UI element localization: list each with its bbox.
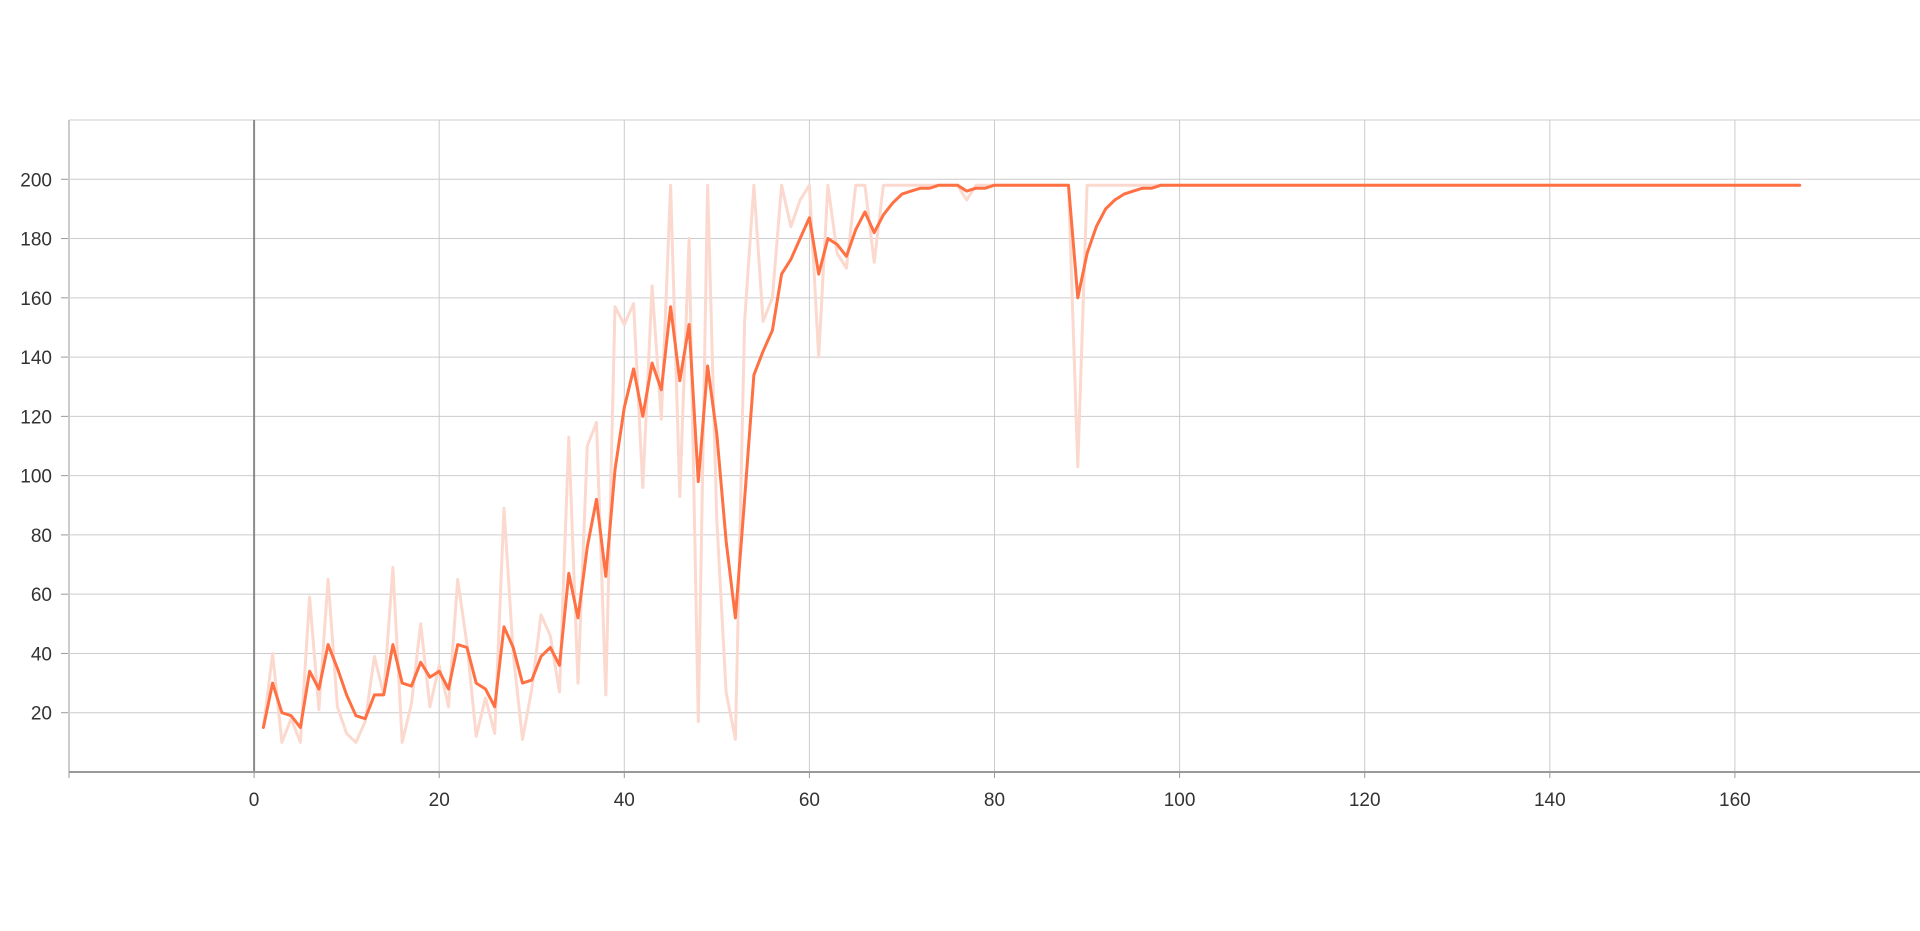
y-tick-label: 120 — [20, 407, 52, 428]
x-tick-label: 20 — [429, 790, 450, 811]
y-tick-label: 200 — [20, 170, 52, 191]
x-tick-label: 140 — [1534, 790, 1566, 811]
x-tick-label: 100 — [1164, 790, 1196, 811]
axes — [61, 120, 1920, 778]
x-tick-label: 120 — [1349, 790, 1381, 811]
y-tick-label: 40 — [31, 644, 52, 665]
x-tick-label: 60 — [799, 790, 820, 811]
y-tick-label: 20 — [31, 704, 52, 725]
y-tick-label: 140 — [20, 348, 52, 369]
y-tick-label: 60 — [31, 585, 52, 606]
y-tick-label: 160 — [20, 289, 52, 310]
x-tick-label: 80 — [984, 790, 1005, 811]
y-tick-label: 180 — [20, 230, 52, 251]
series — [261, 183, 1802, 744]
x-tick-label: 40 — [614, 790, 635, 811]
x-tick-label: 160 — [1719, 790, 1751, 811]
tick-labels: 20 40 60 80 100 120 140 160 180 200 0 20 40 60 80 100 12… — [20, 170, 1750, 811]
y-tick-label: 100 — [20, 467, 52, 488]
x-tick-label: 0 — [249, 790, 260, 811]
grid — [69, 119, 1920, 772]
y-tick-label: 80 — [31, 526, 52, 547]
raw-series-line — [261, 183, 1802, 744]
smoothed-series-line — [261, 183, 1802, 729]
